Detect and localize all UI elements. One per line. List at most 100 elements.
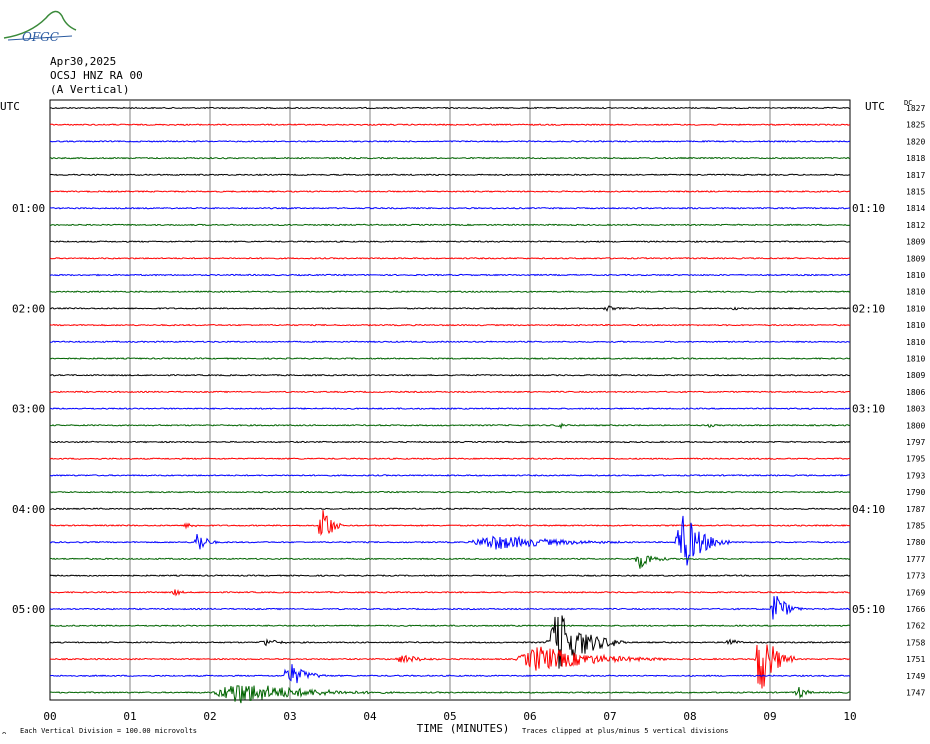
right-axis-label: UTC [865, 100, 885, 113]
trace-19 [49, 422, 851, 430]
dc-offset-label: 1812 [906, 221, 925, 230]
trace-26 [49, 515, 850, 566]
trace-27 [49, 555, 851, 569]
dc-offset-label: 1818 [906, 154, 925, 163]
clip-note: Traces clipped at plus/minus 5 vertical … [522, 727, 729, 735]
scale-note: Each Vertical Division = 100.00 microvol… [20, 727, 197, 735]
plot-date: Apr30,2025 [50, 55, 117, 68]
dc-offset-label: 1749 [906, 672, 925, 681]
right-time-label: 01:10 [852, 202, 885, 215]
dc-offset-label: 1762 [906, 622, 925, 631]
trace-6 [49, 206, 851, 210]
trace-2 [49, 140, 851, 143]
dc-offset-label: 1825 [906, 121, 925, 130]
x-tick-label: 04 [363, 710, 377, 723]
trace-5 [49, 190, 851, 193]
dc-header-label: DC [904, 99, 912, 107]
x-tick-label: 02 [203, 710, 216, 723]
dc-offset-label: 1769 [906, 588, 925, 597]
trace-23 [49, 490, 851, 494]
trace-34 [49, 664, 851, 684]
dc-offset-label: 1787 [906, 505, 925, 514]
trace-7 [49, 223, 851, 227]
x-tick-label: 01 [123, 710, 136, 723]
dc-offset-label: 1803 [906, 405, 925, 414]
trace-11 [49, 290, 851, 293]
trace-20 [49, 440, 851, 444]
trace-33 [49, 644, 851, 689]
right-time-label: 03:10 [852, 403, 885, 416]
dc-offset-label: 1810 [906, 321, 925, 330]
dc-offset-label: 1780 [906, 538, 925, 547]
x-tick-label: 00 [43, 710, 56, 723]
x-tick-label: 10 [843, 710, 856, 723]
left-time-label: 02:00 [12, 302, 45, 315]
right-time-label: 05:10 [852, 603, 885, 616]
dc-offset-label: 1785 [906, 522, 925, 531]
left-time-label: 04:00 [12, 503, 45, 516]
dc-offset-label: 1751 [906, 655, 925, 664]
trace-15 [49, 357, 851, 360]
dc-offset-label: 1827 [906, 104, 925, 113]
trace-0 [49, 106, 851, 110]
logo-text: OFGC [22, 30, 59, 44]
trace-22 [49, 474, 850, 477]
dc-offset-label: 1758 [906, 638, 925, 647]
trace-14 [50, 340, 851, 344]
dc-offset-label: 1820 [906, 137, 925, 146]
dc-offset-label: 1747 [906, 689, 925, 698]
footer-mark: ᴖ [2, 730, 6, 738]
trace-16 [49, 373, 851, 377]
dc-offset-label: 1810 [906, 355, 925, 364]
dc-offset-label: 1806 [906, 388, 925, 397]
trace-12 [49, 305, 851, 312]
left-time-label: 03:00 [12, 403, 45, 416]
ofgc-logo: OFGC [3, 10, 77, 44]
trace-9 [49, 256, 851, 260]
x-tick-label: 08 [683, 710, 696, 723]
dc-offset-label: 1814 [906, 204, 925, 213]
dc-offset-label: 1809 [906, 254, 925, 263]
x-tick-label: 07 [603, 710, 616, 723]
trace-1 [49, 123, 851, 127]
left-axis-label: UTC [0, 100, 20, 113]
x-axis-title: TIME (MINUTES) [417, 722, 510, 735]
trace-18 [49, 407, 851, 410]
dc-offset-label: 1766 [906, 605, 925, 614]
dc-offset-label: 1797 [906, 438, 925, 447]
station-code: OCSJ HNZ RA 00 [50, 69, 143, 82]
trace-8 [49, 240, 850, 243]
trace-17 [49, 390, 851, 394]
dc-offset-label: 1773 [906, 572, 925, 581]
trace-30 [49, 596, 851, 620]
dc-offset-label: 1810 [906, 304, 925, 313]
trace-32 [49, 615, 851, 669]
left-time-label: 05:00 [12, 603, 45, 616]
dc-offset-label: 1795 [906, 455, 925, 464]
dc-offset-label: 1817 [906, 171, 925, 180]
dc-offset-label: 1809 [906, 371, 925, 380]
x-tick-label: 06 [523, 710, 536, 723]
trace-35 [49, 685, 850, 704]
dc-offset-label: 1800 [906, 421, 925, 430]
x-tick-label: 05 [443, 710, 456, 723]
trace-4 [49, 173, 851, 177]
trace-10 [49, 273, 851, 277]
dc-offset-label: 1815 [906, 188, 925, 197]
trace-31 [49, 624, 851, 628]
trace-28 [49, 574, 851, 577]
dc-offset-label: 1777 [906, 555, 925, 564]
trace-24 [49, 507, 851, 511]
trace-25 [49, 510, 851, 537]
x-tick-label: 03 [283, 710, 296, 723]
left-time-label: 01:00 [12, 202, 45, 215]
trace-13 [49, 323, 851, 327]
right-time-label: 04:10 [852, 503, 885, 516]
trace-21 [49, 457, 851, 461]
channel-component: (A Vertical) [50, 83, 130, 96]
dc-offset-label: 1810 [906, 271, 925, 280]
trace-29 [49, 589, 851, 597]
dc-offset-label: 1790 [906, 488, 925, 497]
trace-3 [50, 156, 851, 160]
